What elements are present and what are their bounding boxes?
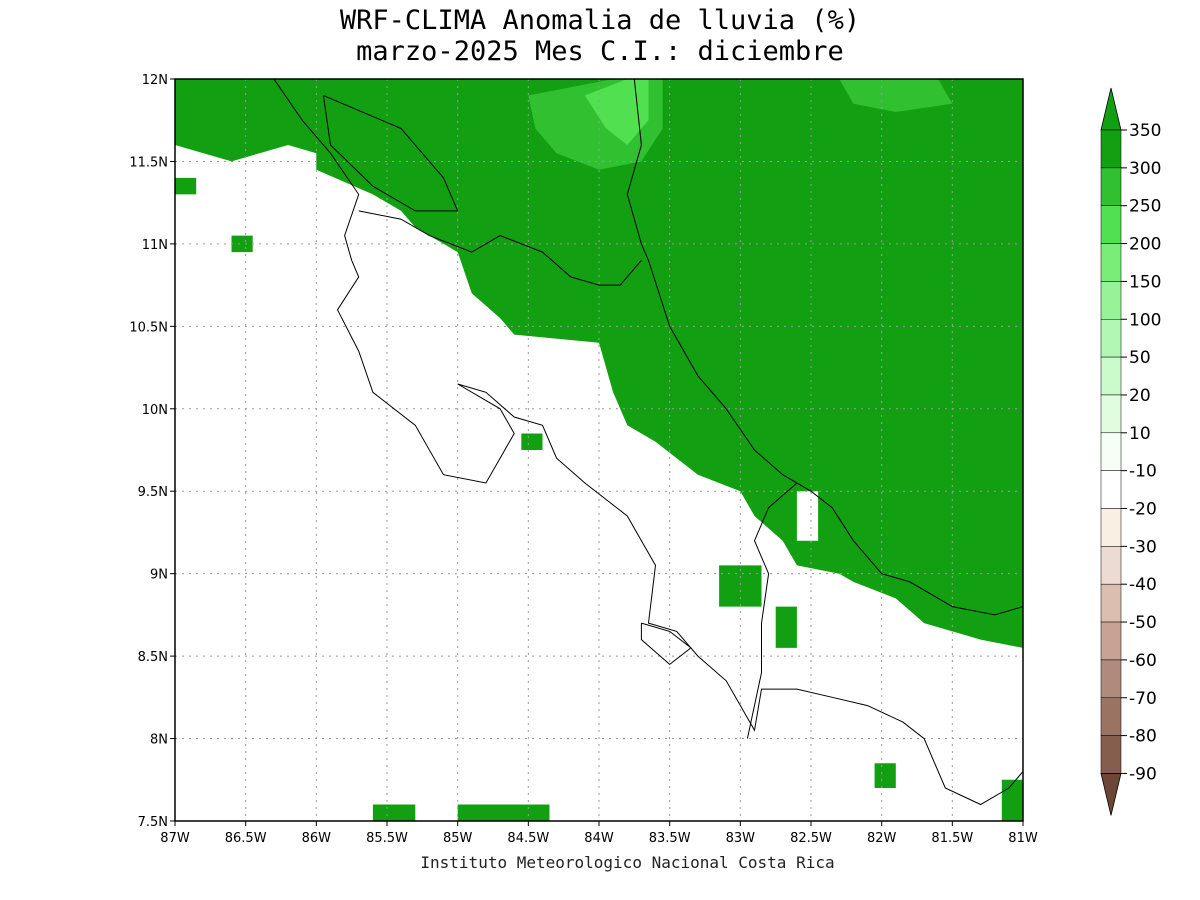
lon-label: 87W	[160, 831, 190, 846]
colorbar-label: -30	[1129, 537, 1157, 557]
anomaly-patch-200	[584, 79, 649, 145]
colorbar-swatch	[1100, 470, 1122, 509]
colorbar-swatch	[1100, 319, 1122, 358]
anomaly-cell	[521, 433, 543, 450]
anomaly-patch-250	[839, 79, 953, 112]
colorbar-label: 250	[1129, 197, 1161, 217]
colorbar-label: -10	[1129, 462, 1157, 482]
longitude-labels: 87W 86.5W 86W 85.5W 85W 84.5W 84W 83.5W 83W 82.5W…	[160, 821, 1038, 846]
colorbar-label: -50	[1129, 613, 1157, 633]
colorbar-swatch	[1100, 621, 1122, 661]
lon-label: 86.5W	[225, 831, 267, 846]
colorbar-label: 20	[1129, 386, 1151, 406]
lon-label: 81.5W	[931, 831, 973, 846]
anomaly-cell	[1001, 779, 1023, 821]
colorbar-top-arrow	[1100, 87, 1122, 131]
lon-label: 83W	[726, 831, 756, 846]
map-grid	[175, 79, 1023, 821]
anomaly-fill-layer	[175, 79, 1023, 821]
colorbar-swatch	[1100, 243, 1122, 282]
colorbar-swatch	[1100, 546, 1122, 585]
colorbar-swatch	[1100, 735, 1122, 774]
lat-label: 8.5N	[138, 650, 168, 665]
colorbar-swatch	[1100, 508, 1122, 547]
lon-label: 84W	[584, 831, 614, 846]
chart-subtitle: marzo-2025 Mes C.I.: diciembre	[356, 36, 844, 67]
lon-label: 84.5W	[507, 831, 549, 846]
anomaly-cell	[231, 235, 253, 253]
colorbar-swatch	[1100, 356, 1122, 396]
costa-rica-panama-border	[746, 482, 798, 739]
colorbar-label: 100	[1129, 310, 1161, 330]
latitude-labels: 7.5N 8N 8.5N 9N 9.5N 10N 10.5N 11N 11.5N 12N	[129, 73, 175, 830]
lat-label: 9N	[150, 568, 168, 583]
colorbar-swatch	[1100, 697, 1122, 736]
anomaly-cell	[719, 565, 762, 607]
color-legend: 350 300 250 200 150 100 50 20 10 -10 -20 -30 -40 -50 -…	[1100, 87, 1161, 816]
colorbar-label: -60	[1129, 651, 1157, 671]
anomaly-cell	[175, 177, 197, 195]
colorbar-bottom-arrow	[1100, 773, 1122, 816]
colorbar-label: -80	[1129, 727, 1157, 747]
lat-label: 10.5N	[129, 320, 168, 335]
lat-label: 11N	[142, 238, 168, 253]
lat-label: 12N	[142, 73, 168, 88]
colorbar-label: 150	[1129, 272, 1161, 292]
colorbar-swatch	[1100, 129, 1122, 169]
credit-text: Instituto Meteorologico Nacional Costa R…	[420, 853, 835, 872]
lon-label: 82W	[867, 831, 897, 846]
lake-nicaragua	[322, 95, 459, 212]
anomaly-cell	[775, 606, 797, 648]
lon-label: 82.5W	[790, 831, 832, 846]
unshaded-notch	[796, 491, 819, 541]
colorbar-swatch	[1100, 432, 1122, 471]
colorbar-swatch	[1100, 281, 1122, 320]
coastline-layer	[273, 78, 1024, 806]
lon-label: 86W	[302, 831, 332, 846]
colorbar-label: -90	[1129, 764, 1157, 784]
colorbar-label: 350	[1129, 121, 1161, 141]
anomaly-cell	[457, 804, 550, 821]
colorbar-label: 50	[1129, 348, 1151, 368]
anomaly-cell	[372, 804, 416, 821]
colorbar-swatch	[1100, 659, 1122, 699]
lon-label: 85W	[443, 831, 473, 846]
chart-title: WRF-CLIMA Anomalia de lluvia (%)	[339, 5, 861, 36]
osa-peninsula	[640, 622, 692, 666]
colorbar-label: -40	[1129, 575, 1157, 595]
colorbar-label: 300	[1129, 159, 1161, 179]
lat-label: 10N	[142, 403, 168, 418]
lat-label: 7.5N	[138, 815, 168, 830]
anomaly-cell	[874, 763, 896, 788]
colorbar-label: -70	[1129, 689, 1157, 709]
lon-label: 83.5W	[649, 831, 691, 846]
colorbar-swatch	[1100, 394, 1122, 434]
caribbean-coastline	[626, 78, 1024, 616]
colorbar-label: 200	[1129, 235, 1161, 255]
lat-label: 11.5N	[129, 155, 168, 170]
lon-label: 85.5W	[366, 831, 408, 846]
colorbar-label: 10	[1129, 424, 1151, 444]
colorbar-swatch	[1100, 583, 1122, 623]
lat-label: 8N	[150, 733, 168, 748]
colorbar-swatch	[1100, 205, 1122, 244]
colorbar-swatch	[1100, 167, 1122, 206]
lon-label: 81W	[1008, 831, 1038, 846]
nicaragua-costa-rica-border	[358, 210, 642, 286]
pacific-coastline	[273, 78, 1024, 806]
colorbar-label: -20	[1129, 500, 1157, 520]
lat-label: 9.5N	[138, 485, 168, 500]
